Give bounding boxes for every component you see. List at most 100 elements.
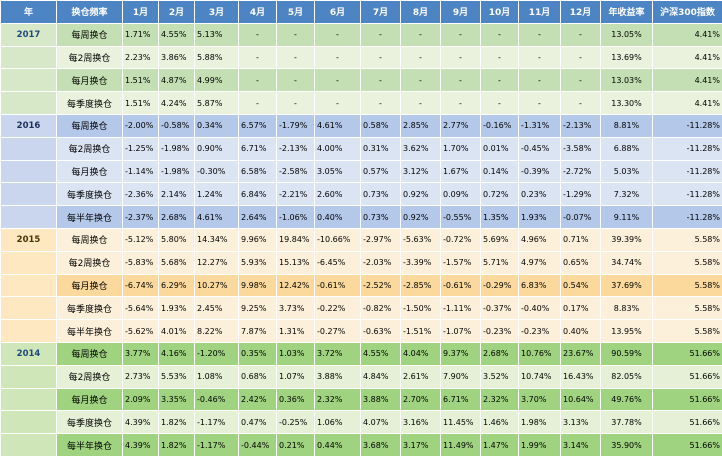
hs300-cell: 5.58% [653,320,722,343]
month-cell-6: -6.45% [315,251,361,274]
month-cell-9: 1.70% [441,137,481,160]
month-cell-7: - [361,23,401,46]
month-cell-3: 5.87% [195,92,239,115]
month-cell-4: - [239,46,277,69]
month-cell-10: 0.01% [481,137,519,160]
month-cell-3: 14.34% [195,228,239,251]
month-cell-11: 1.99% [519,434,561,457]
month-cell-2: -1.98% [159,137,195,160]
month-cell-6: -10.66% [315,228,361,251]
annual-return-cell: 5.03% [601,160,653,183]
month-cell-2: 2.14% [159,183,195,206]
month-cell-9: -1.57% [441,251,481,274]
month-cell-2: 1.82% [159,434,195,457]
month-cell-10: 5.69% [481,228,519,251]
freq-cell: 每周换仓 [57,23,123,46]
month-cell-8: 3.16% [401,411,441,434]
hs300-cell: -11.28% [653,137,722,160]
month-cell-11: -0.23% [519,320,561,343]
month-cell-6: -0.22% [315,297,361,320]
hs300-cell: 51.66% [653,342,722,365]
month-cell-12: -2.72% [561,160,601,183]
hs300-cell: 5.58% [653,274,722,297]
month-cell-12: -3.58% [561,137,601,160]
month-cell-4: 9.96% [239,228,277,251]
month-cell-10: 2.32% [481,388,519,411]
freq-cell: 每2周换仓 [57,365,123,388]
month-cell-4: 2.42% [239,388,277,411]
freq-cell: 每周换仓 [57,114,123,137]
month-cell-4: 6.71% [239,137,277,160]
month-cell-5: -2.58% [277,160,315,183]
freq-cell: 每季度换仓 [57,297,123,320]
header-m5: 5月 [277,1,315,24]
freq-cell: 每2周换仓 [57,46,123,69]
table-row: 每月换仓-6.74%6.29%10.27%9.98%12.42%-0.61%-2… [1,274,722,297]
month-cell-7: 3.68% [361,434,401,457]
month-cell-6: 3.05% [315,160,361,183]
month-cell-1: 1.51% [123,92,159,115]
month-cell-6: - [315,69,361,92]
month-cell-9: 6.71% [441,388,481,411]
year-cell: 2014 [1,342,57,365]
month-cell-6: - [315,46,361,69]
month-cell-7: - [361,92,401,115]
month-cell-8: - [401,46,441,69]
month-cell-2: 3.86% [159,46,195,69]
freq-cell: 每月换仓 [57,160,123,183]
month-cell-7: -0.82% [361,297,401,320]
month-cell-9: -0.55% [441,206,481,229]
month-cell-3: 1.08% [195,365,239,388]
month-cell-11: 4.97% [519,251,561,274]
month-cell-2: 4.24% [159,92,195,115]
month-cell-6: - [315,23,361,46]
hs300-cell: 51.66% [653,434,722,457]
month-cell-8: 3.12% [401,160,441,183]
month-cell-1: 2.23% [123,46,159,69]
month-cell-11: 10.76% [519,342,561,365]
freq-cell: 每半年换仓 [57,206,123,229]
hs300-cell: 51.66% [653,411,722,434]
month-cell-11: 10.74% [519,365,561,388]
freq-cell: 每季度换仓 [57,92,123,115]
month-cell-3: 12.27% [195,251,239,274]
month-cell-7: - [361,69,401,92]
month-cell-3: -0.46% [195,388,239,411]
month-cell-11: - [519,92,561,115]
table-row: 每季度换仓-2.36%2.14%1.24%6.84%-2.21%2.60%0.7… [1,183,722,206]
month-cell-6: 3.88% [315,365,361,388]
header-m7: 7月 [361,1,401,24]
month-cell-7: 4.84% [361,365,401,388]
month-cell-11: - [519,46,561,69]
month-cell-5: - [277,69,315,92]
month-cell-10: - [481,92,519,115]
header-m8: 8月 [401,1,441,24]
month-cell-3: -1.17% [195,434,239,457]
month-cell-4: 0.35% [239,342,277,365]
month-cell-9: 0.09% [441,183,481,206]
year-cell [1,388,57,411]
month-cell-9: -0.61% [441,274,481,297]
month-cell-7: 3.88% [361,388,401,411]
month-cell-10: 0.14% [481,160,519,183]
header-year: 年 [1,1,57,24]
month-cell-6: 2.60% [315,183,361,206]
year-cell: 2016 [1,114,57,137]
month-cell-8: 3.17% [401,434,441,457]
month-cell-1: -5.62% [123,320,159,343]
month-cell-7: - [361,46,401,69]
month-cell-3: 5.88% [195,46,239,69]
month-cell-5: 1.31% [277,320,315,343]
month-cell-2: -1.98% [159,160,195,183]
month-cell-1: -1.14% [123,160,159,183]
month-cell-12: 10.64% [561,388,601,411]
month-cell-12: 0.54% [561,274,601,297]
month-cell-5: 12.42% [277,274,315,297]
month-cell-8: -2.85% [401,274,441,297]
month-cell-12: - [561,92,601,115]
month-cell-6: 4.61% [315,114,361,137]
month-cell-3: 0.90% [195,137,239,160]
